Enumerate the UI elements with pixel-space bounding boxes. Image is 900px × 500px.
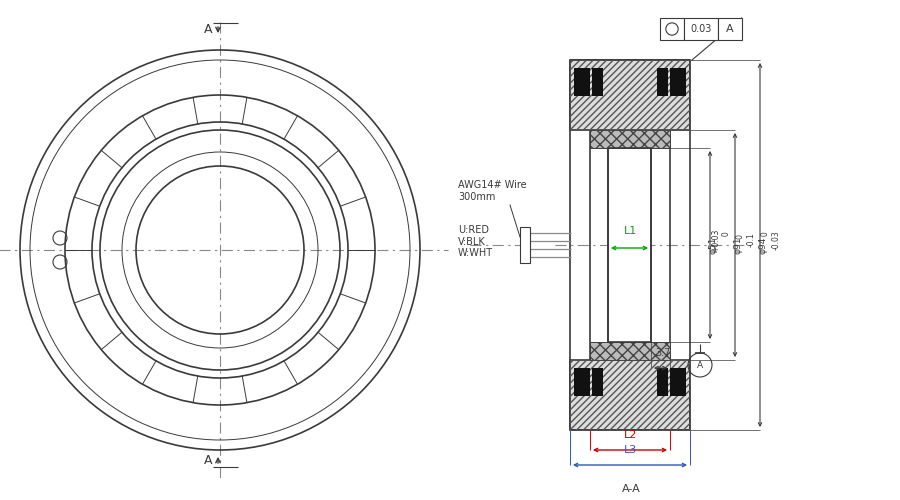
Bar xyxy=(570,60,690,130)
Bar xyxy=(590,342,670,360)
Text: L3: L3 xyxy=(624,445,637,455)
Bar xyxy=(520,227,530,263)
Bar xyxy=(592,368,603,396)
Text: L1: L1 xyxy=(624,226,637,236)
Text: 0.03: 0.03 xyxy=(690,24,712,34)
Text: 0
-0.03: 0 -0.03 xyxy=(761,230,780,250)
Bar xyxy=(570,360,690,430)
Text: 0
-0.1: 0 -0.1 xyxy=(736,232,756,248)
Bar xyxy=(717,18,742,40)
Text: A: A xyxy=(204,454,212,467)
Bar xyxy=(574,68,590,96)
Bar xyxy=(574,368,590,396)
Bar xyxy=(590,130,670,148)
Text: +0.03
     0: +0.03 0 xyxy=(711,228,731,252)
Bar xyxy=(657,368,668,396)
Text: 3.7: 3.7 xyxy=(655,348,670,358)
Bar xyxy=(592,68,603,96)
Bar xyxy=(608,148,651,342)
Bar xyxy=(684,18,717,40)
Text: A-A: A-A xyxy=(622,484,641,494)
Text: φ51: φ51 xyxy=(708,236,717,254)
Bar xyxy=(570,60,690,130)
Text: φ94: φ94 xyxy=(759,236,768,254)
Bar xyxy=(657,68,668,96)
Text: A: A xyxy=(204,23,212,36)
Text: A: A xyxy=(697,360,703,370)
Bar xyxy=(590,342,670,360)
Text: φ91: φ91 xyxy=(734,236,742,254)
Text: AWG14# Wire
300mm: AWG14# Wire 300mm xyxy=(458,180,526,202)
Text: A: A xyxy=(725,24,734,34)
Text: L2: L2 xyxy=(624,430,637,440)
Text: U:RED
V:BLK
W:WHT: U:RED V:BLK W:WHT xyxy=(458,225,493,258)
Bar xyxy=(660,18,684,40)
Bar xyxy=(670,68,686,96)
Bar xyxy=(570,360,690,430)
Bar xyxy=(590,130,670,148)
Bar xyxy=(670,368,686,396)
